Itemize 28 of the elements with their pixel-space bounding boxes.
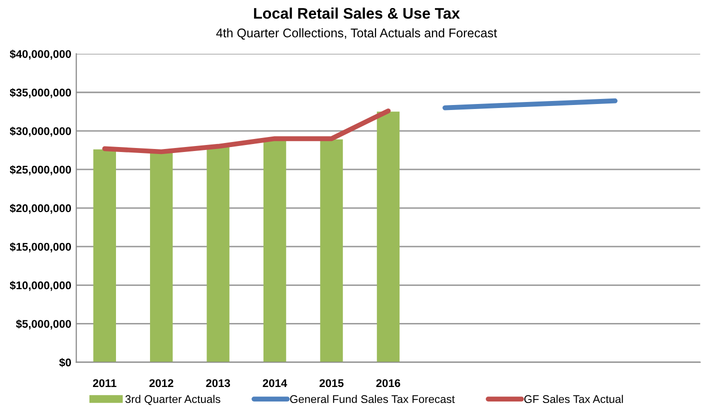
y-tick-label: $35,000,000 (10, 88, 71, 98)
chart-subtitle: 4th Quarter Collections, Total Actuals and Forecast (216, 28, 497, 40)
legend-label: 3rd Quarter Actuals (125, 394, 220, 406)
x-tick-label: 2016 (376, 379, 400, 388)
bar (150, 152, 173, 362)
y-tick-label: $20,000,000 (10, 204, 71, 214)
x-tick-label: 2011 (92, 379, 116, 388)
x-tick-label: 2015 (320, 379, 344, 388)
y-tick-label: $15,000,000 (10, 242, 71, 252)
x-tick-label: 2013 (206, 379, 230, 388)
y-tick-label: $40,000,000 (10, 50, 71, 60)
x-tick-label: 2012 (149, 379, 174, 388)
legend-label: General Fund Sales Tax Forecast (290, 394, 455, 404)
y-tick-label: $0 (59, 358, 71, 368)
y-tick-label: $5,000,000 (16, 319, 71, 330)
bar (320, 139, 343, 362)
bar (263, 139, 286, 362)
y-tick-label: $30,000,000 (10, 126, 71, 137)
bar (206, 147, 230, 362)
y-tick-label: $10,000,000 (10, 280, 71, 291)
line-series (442, 98, 618, 110)
chart-title: Local Retail Sales & Use Tax (254, 8, 460, 19)
x-tick-label: 2014 (262, 379, 288, 388)
line-series (102, 108, 391, 154)
bar (376, 112, 400, 362)
bar (93, 149, 116, 362)
legend-label: GF Sales Tax Actual (524, 394, 623, 404)
y-tick-label: $25,000,000 (10, 165, 71, 176)
